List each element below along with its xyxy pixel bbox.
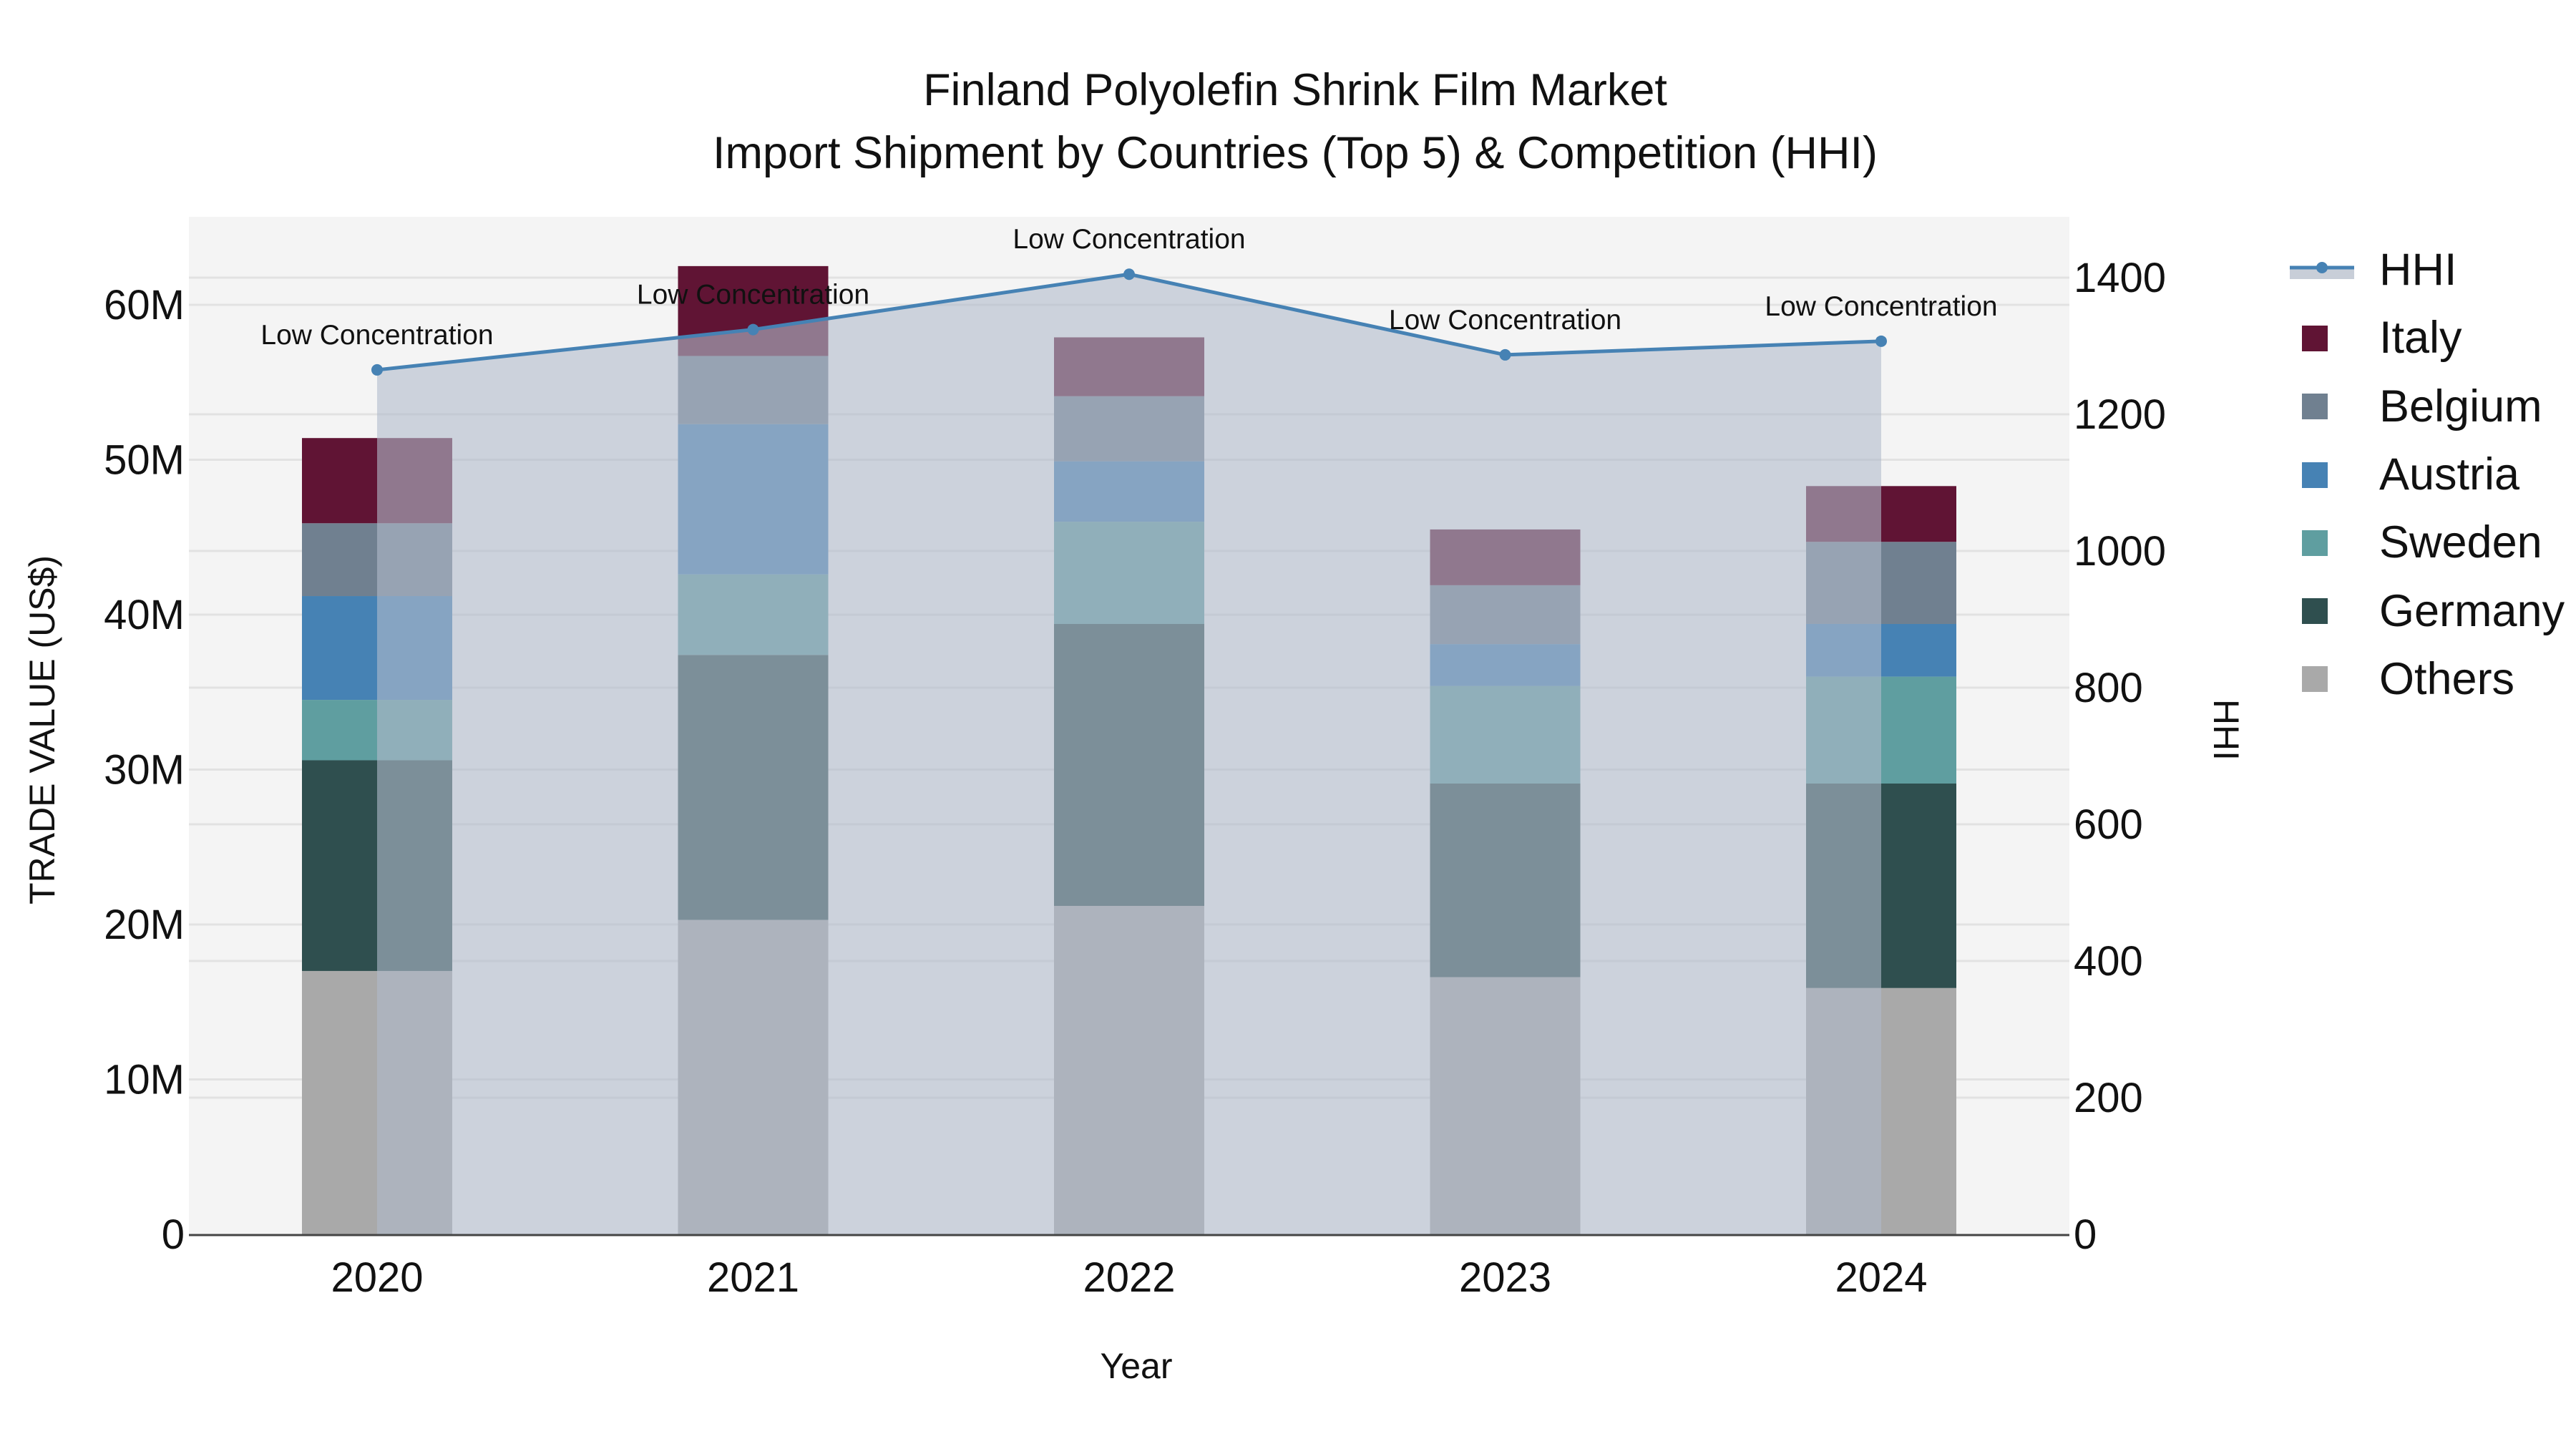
legend-label: Germany: [2379, 585, 2565, 636]
swatch-icon: [2302, 394, 2328, 420]
y-axis-right-title: HHI: [2206, 698, 2246, 761]
chart-title-line-1: Finland Polyolefin Shrink Film Market: [923, 65, 1667, 115]
y-left-tick-label: 20M: [104, 902, 185, 948]
hhi-point[interactable]: [747, 323, 759, 336]
x-tick-label: 2024: [1835, 1254, 1927, 1301]
line-marker-icon: [2290, 261, 2354, 279]
hhi-point[interactable]: [1875, 335, 1887, 347]
y-right-tick-label: 200: [2074, 1075, 2143, 1121]
hhi-annotation: Low Concentration: [1765, 291, 1997, 322]
hhi-annotation: Low Concentration: [1013, 224, 1245, 255]
y-left-tick-label: 60M: [104, 282, 185, 328]
swatch-icon: [2302, 598, 2328, 625]
x-axis-title: Year: [1100, 1346, 1173, 1386]
y-left-tick-label: 50M: [104, 437, 185, 484]
hhi-area: [377, 274, 1881, 1235]
y-right-tick-label: 400: [2074, 938, 2143, 985]
y-right-tick-label: 600: [2074, 801, 2143, 848]
legend-label: Sweden: [2379, 517, 2542, 568]
x-tick-label: 2022: [1083, 1254, 1175, 1301]
y-right-tick-label: 1400: [2074, 255, 2166, 301]
hhi-point[interactable]: [371, 364, 383, 376]
swatch-icon: [2302, 530, 2328, 556]
hhi-point[interactable]: [1123, 268, 1135, 280]
y-right-tick-label: 1000: [2074, 528, 2166, 575]
swatch-icon: [2302, 325, 2328, 351]
y-left-tick-label: 40M: [104, 592, 185, 638]
swatch-icon: [2302, 462, 2328, 488]
y-left-tick-label: 30M: [104, 747, 185, 794]
x-tick-label: 2020: [331, 1254, 423, 1301]
legend-label: HHI: [2379, 245, 2457, 296]
swatch-icon: [2302, 666, 2328, 693]
legend-label: Belgium: [2379, 381, 2542, 431]
hhi-annotation: Low Concentration: [260, 320, 493, 351]
legend-label: Others: [2379, 653, 2515, 704]
y-right-tick-label: 0: [2074, 1211, 2097, 1258]
x-tick-label: 2023: [1459, 1254, 1551, 1301]
y-right-tick-label: 800: [2074, 665, 2143, 711]
hhi-annotation: Low Concentration: [1389, 305, 1621, 336]
chart-title-line-2: Import Shipment by Countries (Top 5) & C…: [712, 128, 1878, 178]
y-axis-left-title: TRADE VALUE (US$): [22, 555, 62, 905]
legend-label: Austria: [2379, 449, 2520, 500]
legend-label: Italy: [2379, 313, 2462, 364]
hhi-annotation: Low Concentration: [637, 280, 869, 311]
y-left-tick-label: 10M: [104, 1057, 185, 1103]
hhi-point[interactable]: [1499, 348, 1511, 361]
y-left-tick-label: 0: [162, 1211, 185, 1258]
x-tick-label: 2021: [707, 1254, 799, 1301]
y-right-tick-label: 1200: [2074, 391, 2166, 438]
